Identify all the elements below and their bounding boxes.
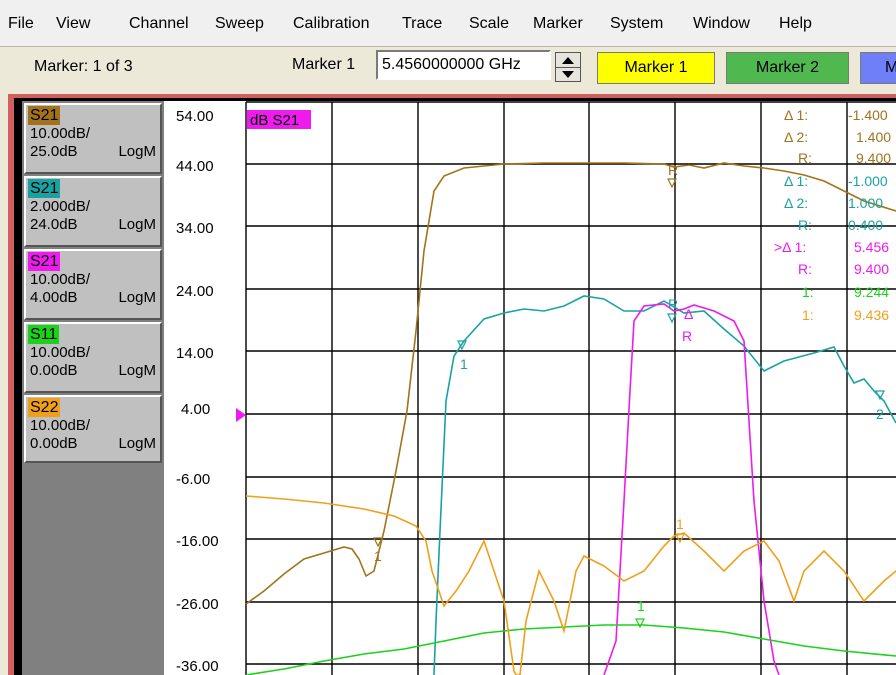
trace-marker-label: R (668, 162, 678, 178)
readout-value: 9.400 (856, 150, 891, 166)
trace-marker-label: 1 (637, 598, 645, 614)
trace-button-s21-a[interactable]: S21 10.00dB/ 25.0dB LogM (24, 103, 162, 174)
menu-trace[interactable]: Trace (402, 15, 442, 33)
spin-up-icon (562, 57, 574, 64)
trace-button-s21-c[interactable]: S21 10.00dB/ 4.00dB LogM (24, 249, 162, 320)
readout-label: Δ 1: (784, 173, 808, 189)
trace-format: LogM (118, 362, 156, 379)
measurement-plot[interactable]: 54.00 44.00 34.00 24.00 14.00 4.00 -6.00… (164, 101, 896, 675)
menu-window[interactable]: Window (693, 15, 750, 33)
trace-format: LogM (118, 289, 156, 306)
trace-name: S22 (28, 398, 60, 417)
readout-value: 1.000 (848, 195, 883, 211)
trace-scale: 10.00dB/ (30, 344, 90, 361)
trace-ref: 24.0dB (30, 216, 78, 233)
readout-value: 5.456 (854, 239, 889, 255)
trace-format: LogM (118, 216, 156, 233)
trace-marker-label: R (668, 296, 678, 312)
readout-label: Δ 2: (784, 195, 808, 211)
trace-curve-s21-c (604, 304, 779, 675)
trace-marker-label: 1 (374, 548, 382, 564)
marker-status: Marker: 1 of 3 (34, 58, 133, 76)
readout-value: 9.436 (854, 307, 889, 323)
readout-value: 1.400 (856, 129, 891, 145)
trace-name: S21 (28, 179, 60, 198)
trace-marker-label: Δ (684, 306, 693, 322)
reference-level-arrow-icon (236, 408, 246, 422)
trace-marker-label: 1 (460, 356, 468, 372)
menu-sweep[interactable]: Sweep (215, 15, 264, 33)
measurement-plot-panel: 54.00 44.00 34.00 24.00 14.00 4.00 -6.00… (164, 101, 896, 675)
spin-down-icon (562, 71, 574, 78)
trace-button-s22[interactable]: S22 10.00dB/ 0.00dB LogM (24, 395, 162, 463)
menu-help[interactable]: Help (779, 15, 812, 33)
spin-down-button[interactable] (556, 67, 580, 81)
trace-ref: 0.00dB (30, 362, 78, 379)
active-trace-title: dB S21 (250, 112, 299, 129)
readout-value: -1.400 (848, 107, 888, 123)
marker-readout-table: Δ 1: -1.400 Δ 2: 1.400 R: 9.400 Δ 1: -1.… (774, 107, 891, 323)
trace-button-s11[interactable]: S11 10.00dB/ 0.00dB LogM (24, 322, 162, 393)
menu-view[interactable]: View (56, 15, 90, 33)
trace-format: LogM (118, 143, 156, 160)
menu-system[interactable]: System (610, 15, 663, 33)
trace-ref: 25.0dB (30, 143, 78, 160)
trace-name: S11 (28, 325, 59, 344)
trace-scale: 10.00dB/ (30, 271, 90, 288)
readout-label: 1: (802, 307, 814, 323)
readout-value: -1.000 (848, 173, 888, 189)
trace-scale: 2.000dB/ (30, 198, 90, 215)
y-tick-label: 14.00 (176, 345, 214, 362)
trace-marker-label: 2 (876, 406, 884, 422)
marker-3-button[interactable]: M (860, 52, 896, 84)
y-tick-label: -36.00 (176, 658, 219, 675)
y-tick-label: 4.00 (181, 401, 210, 418)
trace-format: LogM (118, 435, 156, 452)
y-tick-label: 34.00 (176, 220, 214, 237)
readout-label: R: (798, 150, 812, 166)
trace-marker-icon (676, 534, 684, 542)
trace-ref: 4.00dB (30, 289, 78, 306)
trace-marker-label: 1 (676, 516, 684, 532)
y-tick-label: -16.00 (176, 533, 219, 550)
spin-up-button[interactable] (556, 53, 580, 68)
menu-scale[interactable]: Scale (469, 15, 509, 33)
trace-scale: 10.00dB/ (30, 125, 90, 142)
marker-value-spinner[interactable] (555, 52, 581, 82)
marker-stimulus-input[interactable] (376, 50, 551, 80)
marker-field-label: Marker 1 (292, 56, 355, 74)
marker-2-button[interactable]: Marker 2 (726, 52, 849, 84)
menu-bar: File View Channel Sweep Calibration Trac… (0, 0, 896, 46)
trace-curve-s11 (246, 625, 896, 675)
menu-marker[interactable]: Marker (533, 15, 583, 33)
trace-name: S21 (28, 252, 60, 271)
y-tick-label: -6.00 (176, 471, 210, 488)
readout-value: 0.400 (848, 217, 883, 233)
readout-label: >Δ 1: (774, 239, 806, 255)
readout-label: R: (798, 261, 812, 277)
y-tick-label: 54.00 (176, 108, 214, 125)
trace-name: S21 (28, 106, 60, 125)
y-tick-label: -26.00 (176, 596, 219, 613)
trace-scale: 10.00dB/ (30, 417, 90, 434)
menu-file[interactable]: File (8, 15, 34, 33)
trace-curve-s22 (246, 496, 896, 675)
marker-1-button[interactable]: Marker 1 (597, 52, 715, 84)
readout-label: Δ 2: (784, 129, 808, 145)
menu-channel[interactable]: Channel (129, 15, 189, 33)
readout-value: 9.400 (854, 261, 889, 277)
trace-ref: 0.00dB (30, 435, 78, 452)
readout-label: Δ 1: (784, 107, 808, 123)
trace-marker-label: R (682, 328, 692, 344)
y-tick-label: 24.00 (176, 283, 214, 300)
y-tick-label: 44.00 (176, 158, 214, 175)
readout-label: R: (798, 217, 812, 233)
trace-button-s21-b[interactable]: S21 2.000dB/ 24.0dB LogM (24, 176, 162, 247)
menu-calibration[interactable]: Calibration (293, 15, 369, 33)
readout-value: 9.244 (854, 284, 889, 300)
readout-label: 1: (802, 284, 814, 300)
